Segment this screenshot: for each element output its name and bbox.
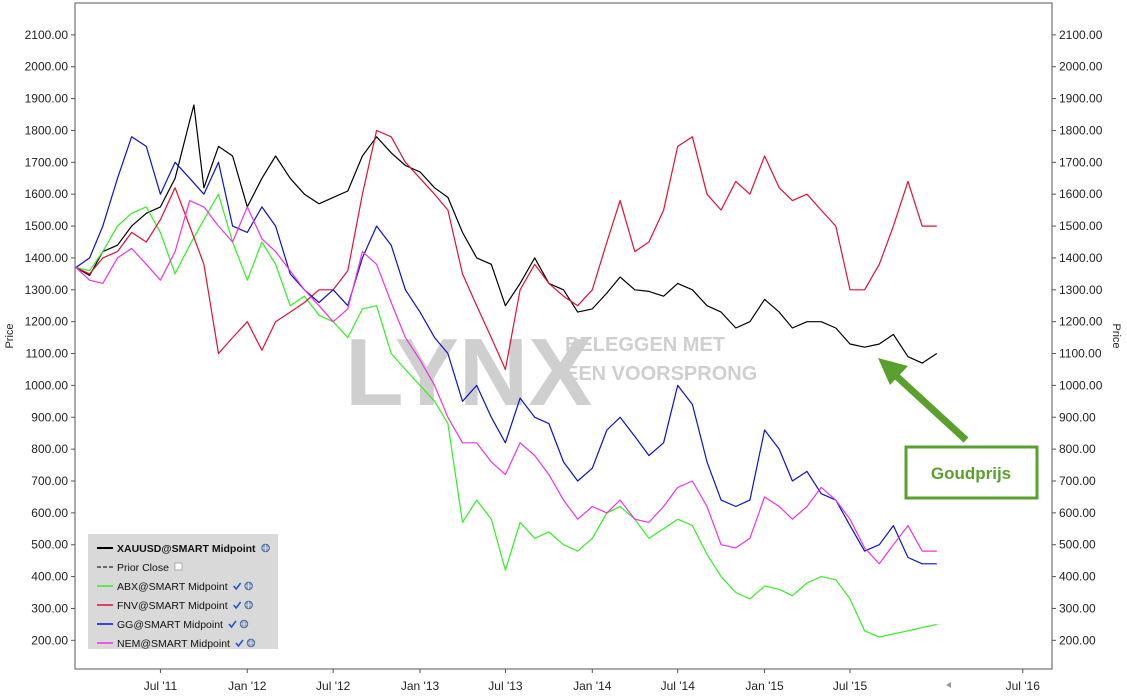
x-tick-label: Jul '12	[316, 679, 351, 693]
scroll-arrow-icon[interactable]	[946, 682, 951, 688]
series-line-abx	[75, 193, 937, 638]
y-tick-label-right: 600.00	[1059, 506, 1096, 520]
y-tick-label-left: 1700.00	[25, 155, 69, 169]
globe-icon[interactable]	[244, 581, 253, 591]
y-tick-label-left: 300.00	[31, 601, 68, 615]
legend-label: FNV@SMART Midpoint	[117, 600, 228, 612]
callout-label: Goudprijs	[931, 464, 1011, 483]
legend-item-prior-close[interactable]: Prior Close	[97, 562, 183, 574]
legend-background	[88, 534, 278, 649]
y-tick-label-left: 1400.00	[25, 251, 69, 265]
series-line-gg	[75, 136, 937, 565]
y-tick-label-right: 800.00	[1059, 442, 1096, 456]
watermark-line-2: EEN VOORSPRONG	[565, 363, 757, 385]
x-tick-label: Jul '11	[144, 679, 178, 693]
x-tick-label: Jan '13	[401, 679, 440, 693]
check-icon[interactable]	[233, 601, 242, 610]
y-tick-label-right: 900.00	[1059, 410, 1096, 424]
y-tick-label-right: 1000.00	[1059, 378, 1103, 392]
legend-label: ABX@SMART Midpoint	[117, 581, 228, 593]
empty-box-icon[interactable]	[174, 562, 183, 571]
y-tick-label-right: 1700.00	[1059, 155, 1103, 169]
y-axis-title-right: Price	[1110, 323, 1122, 348]
y-tick-label-right: 1400.00	[1059, 251, 1103, 265]
check-icon[interactable]	[233, 582, 242, 591]
series-line-xauusd	[75, 104, 938, 364]
y-axis-right: 200.00 300.00 400.00 500.00 600.00 700.00 800.…	[1052, 28, 1103, 647]
globe-icon[interactable]	[239, 619, 249, 629]
y-tick-label-left: 2000.00	[25, 60, 69, 74]
y-tick-label-left: 200.00	[31, 633, 68, 647]
watermark-line-1: BELEGGEN MET	[565, 334, 725, 356]
y-tick-label-right: 1300.00	[1059, 283, 1103, 297]
x-axis: Jul '11 Jan '12 Jul '12 Jan '13 Jul '13 Jan '…	[144, 669, 1041, 693]
check-icon[interactable]	[228, 620, 237, 629]
y-tick-label-right: 2000.00	[1059, 60, 1103, 74]
y-tick-label-right: 2100.00	[1059, 28, 1103, 42]
legend-label: GG@SMART Midpoint	[117, 619, 223, 631]
y-tick-label-left: 800.00	[31, 442, 68, 456]
y-tick-label-right: 400.00	[1059, 570, 1096, 584]
legend-label: NEM@SMART Midpoint	[117, 638, 230, 650]
y-tick-label-right: 500.00	[1059, 538, 1096, 552]
legend[interactable]: XAUUSD@SMART Midpoint Prior Close ABX@SMAR…	[88, 534, 278, 650]
x-tick-label: Jan '12	[228, 679, 267, 693]
legend-item-fnv[interactable]: FNV@SMART Midpoint	[97, 600, 253, 612]
legend-item-abx[interactable]: ABX@SMART Midpoint	[97, 581, 253, 593]
globe-icon[interactable]	[246, 638, 256, 648]
y-tick-label-left: 900.00	[31, 410, 68, 424]
series-line-nem	[75, 200, 937, 565]
legend-item-gg[interactable]: GG@SMART Midpoint	[97, 619, 249, 631]
y-tick-label-left: 1900.00	[25, 92, 69, 106]
y-tick-label-left: 500.00	[31, 538, 68, 552]
y-tick-label-left: 700.00	[31, 474, 68, 488]
y-axis-title-left: Price	[4, 323, 16, 348]
y-tick-label-right: 1800.00	[1059, 123, 1103, 137]
series-layer	[75, 104, 938, 638]
y-tick-label-right: 1600.00	[1059, 187, 1103, 201]
y-tick-label-left: 1500.00	[25, 219, 69, 233]
callout-arrow-head	[878, 358, 908, 385]
y-tick-label-right: 1100.00	[1059, 347, 1102, 361]
x-tick-label: Jul '16	[1006, 679, 1041, 693]
y-tick-label-left: 1000.00	[25, 378, 69, 392]
x-tick-label: Jul '15	[833, 679, 868, 693]
y-tick-label-left: 1300.00	[25, 283, 69, 297]
y-tick-label-right: 300.00	[1059, 601, 1096, 615]
globe-icon[interactable]	[244, 600, 253, 610]
series-line-fnv	[75, 129, 937, 371]
y-tick-label-left: 1200.00	[25, 315, 69, 329]
y-tick-label-left: 2100.00	[25, 28, 69, 42]
goudprijs-callout: Goudprijs	[878, 358, 1039, 500]
y-tick-label-right: 1500.00	[1059, 219, 1103, 233]
globe-icon[interactable]	[261, 543, 270, 553]
y-tick-label-left: 1800.00	[25, 123, 69, 137]
y-tick-label-right: 700.00	[1059, 474, 1096, 488]
callout-box	[904, 445, 1039, 500]
y-tick-label-right: 200.00	[1059, 633, 1096, 647]
y-axis-left: 200.00 300.00 400.00 500.00 600.00 700.00 800.…	[25, 28, 75, 647]
legend-item-nem[interactable]: NEM@SMART Midpoint	[97, 638, 256, 650]
check-icon[interactable]	[235, 639, 244, 648]
x-tick-label: Jan '14	[573, 679, 612, 693]
x-tick-label: Jan '15	[745, 679, 784, 693]
callout-arrow-shaft	[890, 370, 969, 443]
scroll-marker[interactable]	[946, 682, 951, 688]
watermark-logo: LYNX	[345, 319, 592, 426]
y-tick-label-left: 400.00	[31, 570, 68, 584]
legend-label: Prior Close	[117, 562, 169, 574]
x-tick-label: Jul '13	[488, 679, 523, 693]
y-tick-label-right: 1900.00	[1059, 92, 1103, 106]
y-tick-label-left: 1100.00	[26, 347, 69, 361]
y-tick-label-right: 1200.00	[1059, 315, 1103, 329]
y-tick-label-left: 1600.00	[25, 187, 69, 201]
y-tick-label-left: 600.00	[31, 506, 68, 520]
legend-item-xauusd[interactable]: XAUUSD@SMART Midpoint	[97, 543, 270, 555]
x-tick-label: Jul '14	[661, 679, 696, 693]
legend-label: XAUUSD@SMART Midpoint	[117, 543, 256, 555]
